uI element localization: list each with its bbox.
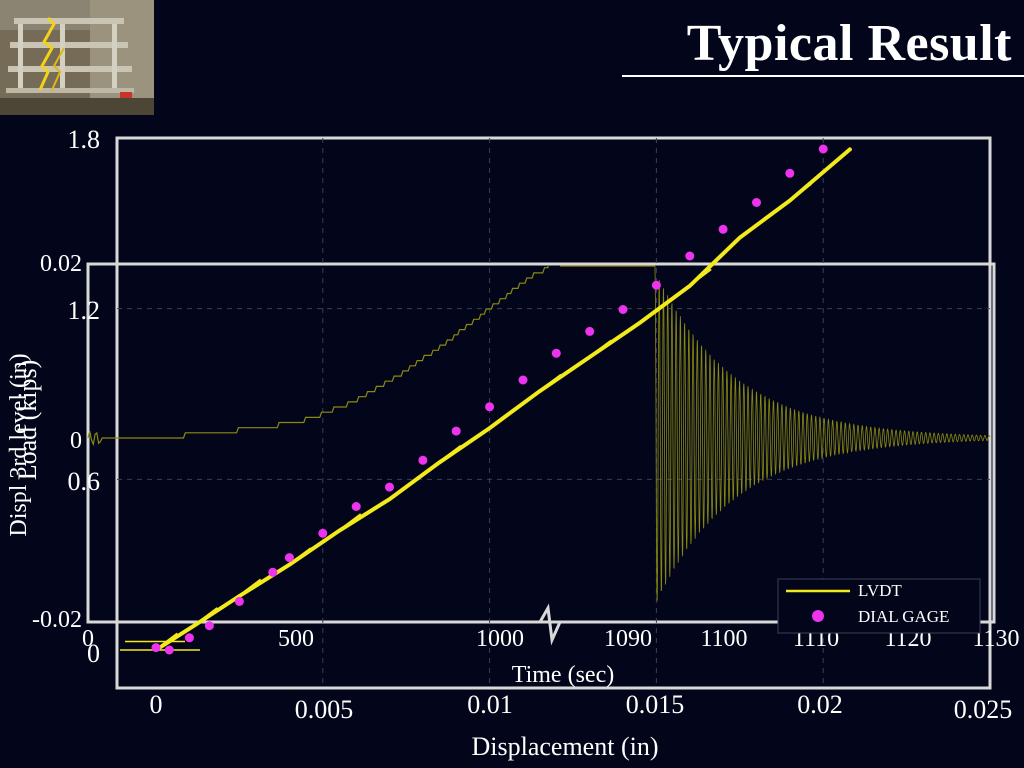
time-y-tick-0: -0.02 <box>32 607 82 633</box>
dial-gage-point-6 <box>284 553 294 563</box>
dial-gage-point-19 <box>718 224 728 234</box>
dial-gage-point-12 <box>485 402 495 412</box>
lvdt-jitter-13 <box>794 183 812 197</box>
legend-box <box>777 578 981 634</box>
load-x-tick-5: 0.025 <box>954 695 1013 724</box>
legend-dial-gage-swatch <box>812 610 824 622</box>
dial-gage-point-4 <box>234 596 244 606</box>
legend-dial-gage-label: DIAL GAGE <box>858 607 949 626</box>
dial-gage-point-11 <box>451 426 461 436</box>
dial-gage-point-13 <box>518 375 528 385</box>
dial-gage-point-17 <box>651 280 661 290</box>
dial-gage-point-0 <box>151 643 161 653</box>
lvdt-jitter-7 <box>494 410 512 425</box>
lvdt-jitter-0 <box>160 632 178 647</box>
load-y-tick-1: 0.6 <box>68 467 101 496</box>
load-y-tick-3: 1.8 <box>68 125 101 154</box>
time-x-tick-1: 500 <box>278 626 314 652</box>
dial-gage-point-3 <box>204 621 214 631</box>
load-x-tick-1: 0.005 <box>295 695 354 724</box>
time-y-tick-2: 0.02 <box>40 251 82 277</box>
time-y-tick-1: 0 <box>70 428 82 454</box>
time-x-tick-4: 1100 <box>700 626 747 652</box>
dial-gage-point-14 <box>551 348 561 358</box>
time-y-axis-label: Displ 3rd level (in) <box>6 353 32 536</box>
lvdt-jitter-11 <box>694 268 712 283</box>
load-x-axis-label: Displacement (in) <box>472 732 659 761</box>
lvdt-jitter-8 <box>544 373 562 388</box>
dial-gage-point-10 <box>418 455 428 465</box>
dial-gage-point-7 <box>318 528 328 538</box>
lvdt-jitter-6 <box>444 444 462 459</box>
load-y-tick-2: 1.2 <box>68 296 101 325</box>
lvdt-jitter-9 <box>594 339 612 354</box>
lvdt-jitter-12 <box>744 220 762 234</box>
lvdt-jitter-3 <box>294 547 312 561</box>
building-photo-icon <box>0 0 154 115</box>
slide-title: Typical Result <box>686 15 1012 72</box>
lvdt-jitter-10 <box>644 305 662 320</box>
lvdt-jitter-1 <box>200 607 218 621</box>
load-plot-frame <box>115 136 992 690</box>
axis-break-icon <box>538 603 562 646</box>
time-trace-ramp <box>87 265 655 447</box>
load-x-tick-4: 0.02 <box>797 690 843 719</box>
dial-gage-point-18 <box>685 251 695 261</box>
dial-gage-point-2 <box>184 633 194 643</box>
time-trace-free-vibration <box>654 266 991 601</box>
dial-gage-point-22 <box>818 144 828 154</box>
dial-gage-point-16 <box>618 305 628 314</box>
time-x-tick-3: 1090 <box>604 626 652 652</box>
dial-gage-point-21 <box>785 168 795 178</box>
lvdt-jitter-5 <box>394 481 412 496</box>
time-x-axis-label: Time (sec) <box>512 662 614 688</box>
lvdt-series-line <box>154 147 852 652</box>
dial-gage-point-5 <box>268 567 278 577</box>
time-x-tick-2: 1000 <box>476 626 524 652</box>
dial-gage-point-15 <box>585 326 595 336</box>
legend-lvdt-label: LVDT <box>858 581 902 600</box>
dial-gage-point-9 <box>385 482 394 492</box>
dial-gage-point-20 <box>752 198 761 207</box>
load-x-tick-0: 0 <box>150 690 163 719</box>
time-plot-frame <box>86 262 996 624</box>
lvdt-jitter-4 <box>344 513 362 527</box>
title-underline <box>622 75 1024 77</box>
lvdt-jitter-2 <box>244 578 262 593</box>
time-x-tick-0: 0 <box>82 626 94 652</box>
load-x-tick-3: 0.015 <box>626 690 685 719</box>
load-y-tick-0: 0 <box>87 639 100 668</box>
dial-gage-point-8 <box>351 502 361 511</box>
test-building-photo <box>0 0 154 115</box>
dial-gage-point-1 <box>164 645 174 655</box>
load-x-tick-2: 0.01 <box>467 690 513 719</box>
load-y-axis-label: Load (kips) <box>13 360 42 481</box>
